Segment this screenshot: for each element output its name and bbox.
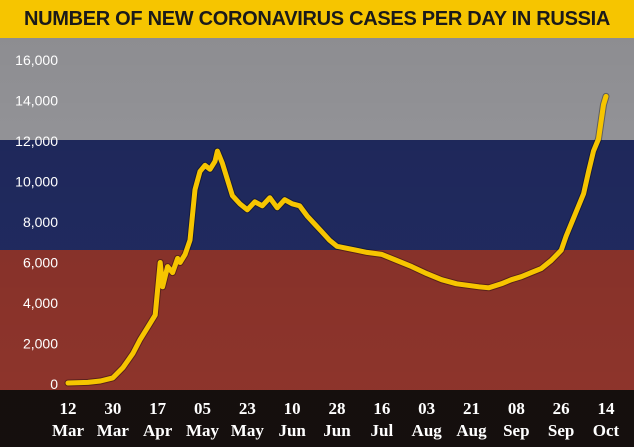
- y-tick-label: 10,000: [15, 174, 58, 190]
- x-tick-month: Sep: [548, 421, 574, 440]
- x-tick-month: Mar: [97, 421, 130, 440]
- x-tick-day: 26: [553, 399, 570, 418]
- x-tick-day: 03: [418, 399, 435, 418]
- x-tick-month: Mar: [52, 421, 85, 440]
- x-tick-day: 30: [104, 399, 121, 418]
- y-tick-label: 4,000: [23, 295, 58, 311]
- x-tick-month: Aug: [412, 421, 443, 440]
- x-tick-month: Apr: [143, 421, 173, 440]
- background-shade: [0, 38, 634, 447]
- x-tick-day: 21: [463, 399, 480, 418]
- x-tick-day: 08: [508, 399, 525, 418]
- chart-title: NUMBER OF NEW CORONAVIRUS CASES PER DAY …: [0, 0, 634, 38]
- x-tick-month: Sep: [503, 421, 529, 440]
- y-tick-label: 6,000: [23, 255, 58, 271]
- y-tick-label: 8,000: [23, 214, 58, 230]
- x-tick-day: 16: [373, 399, 390, 418]
- x-axis: 12 Mar 30 Mar 17 Apr 05 May 23 May 10 Jun 28 Jun 16 Jul…: [52, 399, 620, 440]
- y-tick-label: 16,000: [15, 52, 58, 68]
- x-tick-month: May: [231, 421, 265, 440]
- x-tick-day: 12: [60, 399, 77, 418]
- x-tick-day: 17: [149, 399, 167, 418]
- x-tick-day: 28: [329, 399, 346, 418]
- series-line: [65, 93, 609, 386]
- y-tick-label: 0: [50, 376, 58, 392]
- x-tick-day: 14: [598, 399, 616, 418]
- y-axis: 0 2,000 4,000 6,000 8,000 10,000 12,000 14,000 1…: [15, 52, 58, 392]
- x-tick-month: Jul: [370, 421, 393, 440]
- x-tick-month: May: [186, 421, 220, 440]
- x-tick-month: Jun: [323, 421, 351, 440]
- y-tick-label: 14,000: [15, 93, 58, 109]
- x-tick-day: 10: [284, 399, 301, 418]
- x-tick-month: Aug: [456, 421, 487, 440]
- x-tick-day: 23: [239, 399, 256, 418]
- x-tick-month: Jun: [278, 421, 306, 440]
- x-tick-month: Oct: [593, 421, 620, 440]
- x-tick-day: 05: [194, 399, 211, 418]
- y-tick-label: 12,000: [15, 133, 58, 149]
- y-tick-label: 2,000: [23, 336, 58, 352]
